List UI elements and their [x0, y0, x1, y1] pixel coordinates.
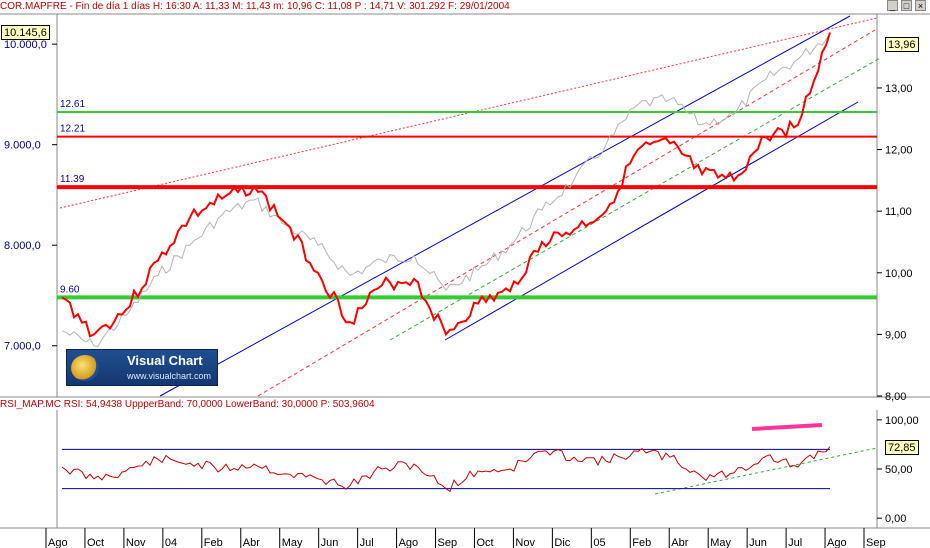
channel-lower-line: [444, 101, 859, 341]
logo-title: Visual Chart: [127, 353, 203, 368]
time-tick-label-19: Jul: [788, 537, 802, 548]
left-tick-label-3: 7.000,0: [4, 341, 41, 353]
level-label-3: 9.60: [60, 284, 80, 295]
time-tick-label-14: 05: [593, 537, 605, 548]
time-tick-label-0: Ago: [48, 537, 68, 548]
time-axis-ticks: Ago Oct Nov 04 Feb Abr May Jun Jul Ago Sep Oct Nov Di…: [45, 528, 886, 548]
time-tick-label-6: May: [282, 537, 303, 548]
left-axis-ticks: 10.000,0 9.000,0 8.000,0 7.000,0: [4, 39, 57, 353]
right-tick-label-3: 10,00: [885, 268, 913, 280]
time-tick-label-5: Abr: [243, 537, 260, 548]
resistance-line: [59, 17, 878, 209]
rsi-divergence-line: [751, 423, 823, 431]
logo-swirl-icon: [71, 355, 99, 381]
time-tick-label-9: Ago: [399, 537, 419, 548]
time-tick-label-10: Sep: [438, 537, 458, 548]
level-label-2: 11.39: [60, 174, 85, 185]
time-tick-label-2: Nov: [126, 537, 146, 548]
support-line: [389, 57, 881, 341]
right-tick-label-2: 11,00: [885, 206, 912, 218]
visualchart-logo: Visual Chart www.visualchart.com: [66, 349, 218, 386]
rsi-line: [61, 446, 831, 493]
right-axis-ticks: 13,00 12,00 11,00 10,00 9,00 8,00: [877, 83, 913, 403]
rsi-tick-label-2: 0,00: [885, 513, 906, 525]
time-tick-label-18: Jun: [749, 537, 767, 548]
right-tick-label-5: 8,00: [885, 391, 906, 403]
time-tick-label-11: Oct: [476, 537, 493, 548]
rsi-current-value: 72,85: [885, 440, 919, 455]
time-tick-label-15: Feb: [632, 537, 651, 548]
level-label-0: 12.61: [60, 99, 85, 110]
channel-upper-line: [159, 15, 851, 397]
time-tick-label-16: Abr: [671, 537, 688, 548]
price-line: [61, 32, 831, 338]
horizontal-levels: 12.61 12.21 11.39 9.60: [57, 99, 877, 300]
time-tick-label-13: Dic: [554, 537, 570, 548]
close-button[interactable]: ×: [915, 0, 926, 11]
right-tick-label-0: 13,00: [885, 83, 913, 95]
channel-mid-line: [257, 29, 876, 397]
right-tick-label-1: 12,00: [885, 145, 913, 157]
minimize-button[interactable]: _: [887, 0, 898, 11]
time-tick-label-7: Jun: [321, 537, 339, 548]
time-tick-label-4: Feb: [204, 537, 223, 548]
time-tick-label-17: May: [710, 537, 731, 548]
rsi-tick-label-0: 100,00: [885, 415, 919, 427]
rsi-axis-ticks: 100,00 50,00 0,00: [877, 415, 919, 525]
left-tick-label-0: 10.000,0: [4, 39, 47, 51]
left-current-value: 10.145,6: [1, 25, 50, 40]
time-tick-label-12: Nov: [515, 537, 535, 548]
left-tick-label-2: 8.000,0: [4, 240, 41, 252]
index-series: [61, 33, 831, 348]
trend-lines: [59, 15, 881, 495]
price-series: [61, 32, 831, 338]
right-current-value: 13,96: [885, 37, 919, 52]
time-tick-label-8: Jul: [360, 537, 374, 548]
rsi-trend-line: [654, 447, 878, 495]
right-tick-label-4: 9,00: [885, 329, 906, 341]
rsi-series: [61, 446, 831, 493]
time-tick-label-20: Ago: [827, 537, 847, 548]
rsi-tick-label-1: 50,00: [885, 464, 913, 476]
left-tick-label-1: 9.000,0: [4, 140, 41, 152]
time-tick-label-1: Oct: [87, 537, 104, 548]
chart-header: COR.MAPFRE - Fin de día 1 días H: 16:30 …: [0, 1, 510, 12]
rsi-header: RSI_MAP.MC RSI: 54,9438 UppperBand: 70,0…: [0, 399, 375, 410]
time-tick-label-21: Sep: [866, 537, 886, 548]
level-label-1: 12.21: [60, 124, 85, 135]
index-line: [61, 33, 831, 348]
maximize-button[interactable]: □: [901, 0, 912, 11]
time-tick-label-3: 04: [165, 537, 177, 548]
logo-url: www.visualchart.com: [127, 371, 212, 381]
